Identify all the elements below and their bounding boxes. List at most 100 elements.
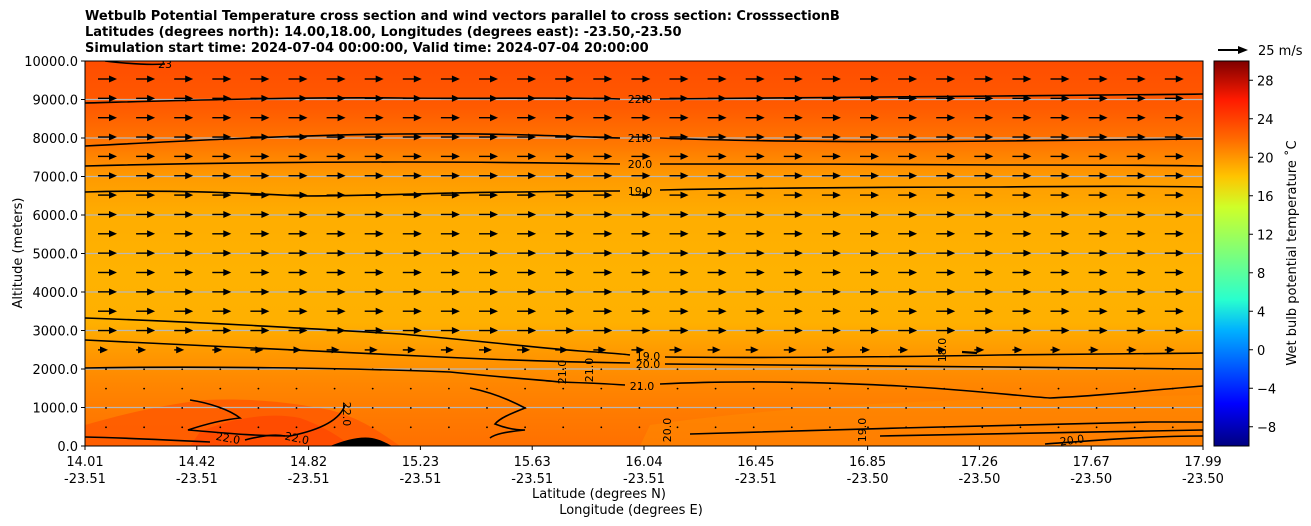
wind-vector-calm: [676, 426, 679, 429]
wind-vector-head: [147, 269, 156, 276]
wind-vector-head: [1137, 114, 1146, 122]
wind-vector-head: [604, 230, 613, 238]
wind-vector-head: [451, 210, 460, 218]
wind-vector-calm: [371, 387, 374, 390]
wind-vector-head: [1137, 210, 1146, 218]
wind-vector-head: [299, 191, 308, 199]
wind-vector-head: [871, 172, 879, 180]
wind-vector-head: [185, 249, 194, 257]
wind-vector-head: [985, 327, 994, 335]
wind-vector-head: [871, 152, 879, 160]
wind-vector-head: [185, 230, 194, 238]
wind-vector-head: [490, 230, 498, 238]
wind-vector-head: [832, 75, 841, 83]
wind-vector-head: [109, 288, 117, 296]
wind-vector-head: [299, 230, 308, 238]
wind-vector-head: [985, 75, 994, 83]
wind-vector-head: [680, 210, 689, 218]
wind-vector-head: [261, 307, 270, 315]
wind-vector-calm: [905, 387, 907, 390]
wind-vector-head: [299, 114, 308, 122]
wind-vector-head: [680, 288, 689, 296]
wind-vector-calm: [181, 426, 184, 429]
wind-vector-head: [185, 191, 194, 199]
wind-vector-calm: [524, 426, 526, 429]
wind-vector-head: [566, 152, 575, 160]
wind-vector-head: [337, 114, 346, 122]
wind-vector-head: [794, 75, 803, 83]
wind-vector-head: [185, 114, 194, 122]
wind-vector-head: [375, 249, 384, 257]
wind-vector-head: [750, 346, 759, 354]
wind-vector-head: [261, 152, 270, 160]
wind-vector-head: [636, 346, 645, 354]
wind-vector-head: [223, 327, 232, 335]
wind-vector-head: [712, 346, 721, 354]
wind-vector-head: [1061, 133, 1070, 141]
wind-vector-head: [909, 172, 918, 180]
wind-vector-calm: [105, 407, 107, 409]
wind-vector-calm: [105, 426, 107, 429]
colorbar-tick-label: 16: [1257, 190, 1274, 205]
wind-vector-head: [299, 172, 308, 180]
wind-vector-head: [985, 269, 994, 276]
wind-vector-head: [718, 75, 727, 83]
wind-vector-head: [832, 191, 841, 199]
wind-vector-head: [985, 307, 994, 315]
wind-vector-head: [1023, 288, 1032, 296]
wind-vector-head: [909, 230, 918, 238]
contour-label: 21.0: [628, 132, 653, 145]
y-tick-label: 8000.0: [33, 132, 79, 147]
contour-label: 19.0: [856, 418, 869, 443]
wind-vector-head: [985, 249, 994, 257]
wind-vector-calm: [1019, 426, 1022, 429]
contour-label: 21.0: [556, 360, 569, 385]
wind-vector-calm: [1095, 368, 1098, 371]
wind-vector-head: [147, 249, 156, 257]
wind-vector-head: [1175, 191, 1184, 199]
colorbar-fill: [1213, 60, 1250, 447]
wind-vector-head: [909, 249, 918, 257]
wind-vector-head: [413, 114, 422, 122]
wind-vector-head: [832, 327, 841, 335]
wind-vector-calm: [1171, 407, 1174, 409]
wind-vector-head: [794, 288, 803, 296]
x-tick-label-lat: 17.99: [1184, 455, 1221, 470]
wind-vector-head: [528, 230, 537, 238]
x-tick-label-lon: -23.50: [1182, 472, 1224, 487]
wind-vector-head: [642, 249, 651, 257]
wind-vector-head: [566, 75, 575, 83]
wind-vector-head: [1137, 230, 1146, 238]
wind-vector-head: [1061, 75, 1070, 83]
contour-19-lower: [85, 317, 1203, 359]
wind-vector-head: [337, 172, 346, 180]
terrain: [330, 437, 392, 446]
wind-vector-calm: [1019, 407, 1022, 409]
wind-vector-head: [909, 114, 918, 122]
y-tick-label: 7000.0: [33, 171, 79, 186]
wind-vector-head: [642, 172, 651, 180]
wind-vector-calm: [600, 387, 603, 390]
wind-vector-calm: [181, 368, 184, 371]
wind-vector-head: [1175, 114, 1184, 122]
wind-vector-calm: [905, 407, 907, 409]
wind-vector-head: [223, 249, 232, 257]
wind-vector-head: [794, 114, 803, 122]
wind-vector-head: [223, 152, 232, 160]
wind-vector-head: [1023, 114, 1032, 122]
wind-vector-head: [871, 133, 879, 141]
wind-vector-head: [566, 269, 575, 276]
wind-key-label: 25 m/s: [1258, 44, 1303, 59]
wind-vector-head: [718, 307, 727, 315]
wind-vector-head: [985, 152, 994, 160]
wind-vector-head: [375, 288, 384, 296]
wind-vector-head: [832, 152, 841, 160]
wind-vector-head: [794, 152, 803, 160]
wind-vector-head: [1099, 191, 1108, 199]
wind-vector-head: [756, 191, 765, 199]
x-tick-label-lat: 17.26: [961, 455, 998, 470]
contour-18-blip: [961, 350, 978, 355]
x-tick-label-lat: 14.42: [178, 455, 215, 470]
contour-22-lower-b: [85, 434, 286, 443]
wind-vector-head: [261, 114, 270, 122]
